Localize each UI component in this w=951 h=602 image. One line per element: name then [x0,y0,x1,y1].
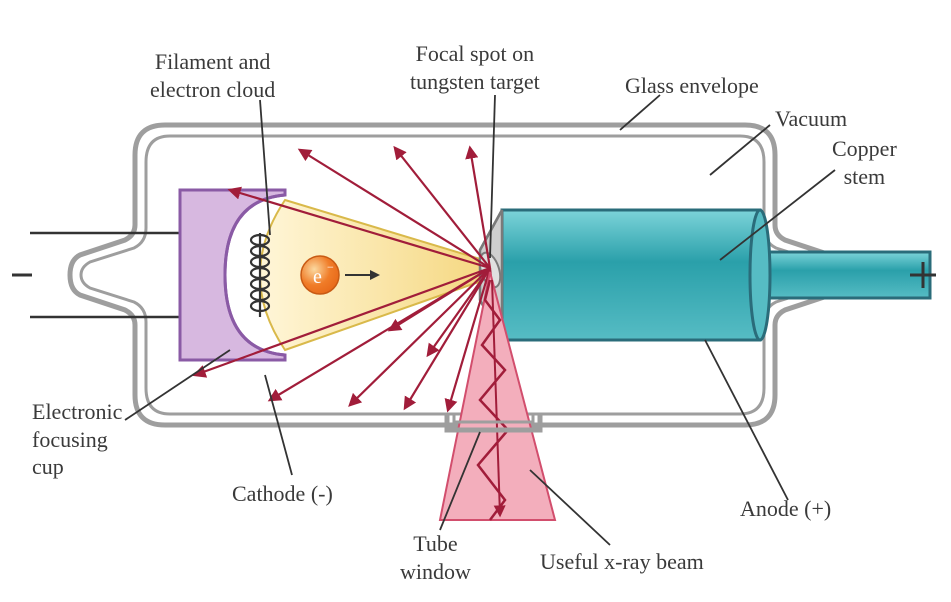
label-focal-spot: Focal spot ontungsten target [410,40,540,95]
label-copper-stem: Copperstem [832,135,897,190]
label-tube-window: Tubewindow [400,530,471,585]
label-xray-beam: Useful x-ray beam [540,548,704,576]
label-cathode: Cathode (-) [232,480,333,508]
label-anode: Anode (+) [740,495,831,523]
xray-tube-diagram: { "labels": { "filament": "Filament and\… [0,0,951,602]
label-vacuum: Vacuum [775,105,847,133]
electron-e: e [313,266,322,288]
label-focusing-cup: Electronicfocusingcup [32,398,122,481]
anode-assembly [476,210,930,340]
svg-text:−: − [327,260,334,274]
label-glass-envelope: Glass envelope [625,72,759,100]
label-filament: Filament andelectron cloud [150,48,275,103]
